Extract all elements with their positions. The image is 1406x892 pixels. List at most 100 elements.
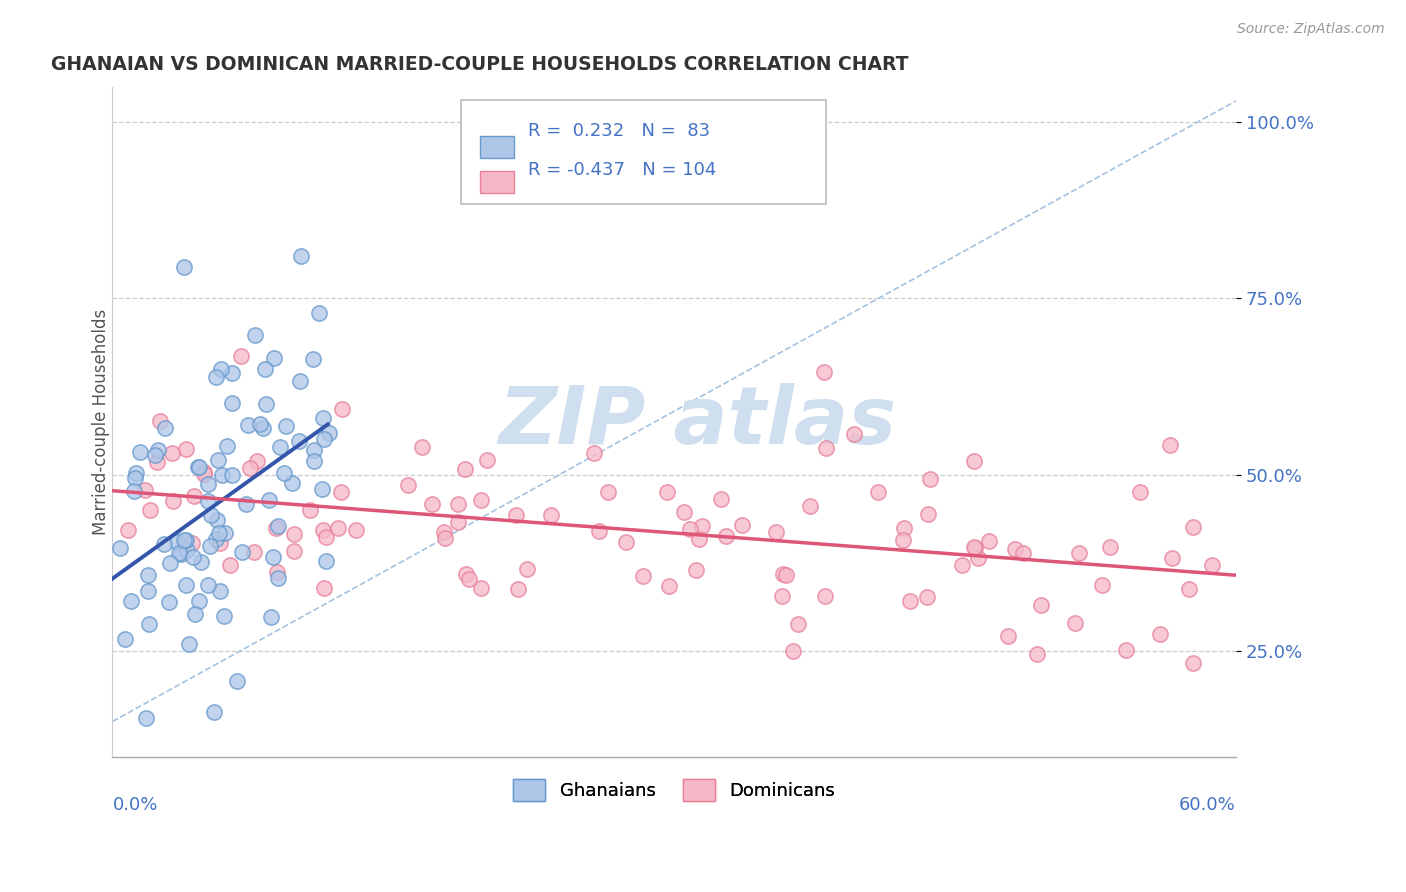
Point — [396, 477, 419, 491]
Point — [633, 569, 655, 583]
Point — [207, 453, 229, 467]
Point — [139, 502, 162, 516]
Text: ZIP atlas: ZIP atlas — [498, 383, 896, 461]
Point — [710, 492, 733, 507]
Point — [596, 484, 619, 499]
Point — [152, 537, 174, 551]
Point — [212, 608, 235, 623]
Y-axis label: Married-couple Households: Married-couple Households — [93, 309, 110, 535]
Point — [138, 616, 160, 631]
Point — [312, 524, 335, 538]
Point — [218, 558, 240, 572]
Point — [145, 455, 167, 469]
Point — [128, 444, 150, 458]
Point — [288, 375, 311, 389]
Point — [120, 594, 142, 608]
Text: 0.0%: 0.0% — [112, 796, 157, 814]
Point — [267, 519, 290, 533]
Point — [1004, 541, 1026, 556]
Point — [302, 454, 325, 468]
Point — [588, 524, 610, 539]
Point — [283, 527, 305, 541]
Point — [813, 366, 835, 380]
Point — [200, 508, 222, 522]
Point — [252, 421, 274, 435]
Point — [117, 523, 139, 537]
Point — [1099, 541, 1122, 555]
Point — [690, 518, 713, 533]
Point — [221, 467, 243, 482]
Point — [170, 547, 193, 561]
Point — [997, 629, 1019, 643]
Point — [963, 454, 986, 468]
Point — [714, 529, 737, 543]
Point — [898, 593, 921, 607]
Point — [332, 402, 354, 417]
Point — [312, 411, 335, 425]
Point — [470, 492, 492, 507]
Text: GHANAIAN VS DOMINICAN MARRIED-COUPLE HOUSEHOLDS CORRELATION CHART: GHANAIAN VS DOMINICAN MARRIED-COUPLE HOU… — [51, 55, 908, 74]
Point — [330, 485, 353, 500]
Point — [283, 543, 305, 558]
Point — [148, 443, 170, 458]
Point — [187, 460, 209, 475]
Point — [432, 524, 454, 539]
Point — [198, 539, 221, 553]
Point — [866, 485, 889, 500]
Point — [614, 535, 637, 549]
Point — [235, 497, 257, 511]
Point — [134, 483, 156, 497]
Point — [915, 590, 938, 604]
Point — [814, 589, 837, 603]
Point — [173, 260, 195, 274]
Point — [893, 521, 915, 535]
Point — [205, 513, 228, 527]
Point — [280, 475, 302, 490]
Point — [176, 542, 198, 557]
Point — [454, 462, 477, 476]
Point — [967, 551, 990, 566]
Point — [184, 607, 207, 621]
Point — [765, 524, 787, 539]
Point — [962, 540, 984, 554]
Point — [269, 441, 291, 455]
Point — [842, 427, 865, 442]
Point — [1129, 484, 1152, 499]
Point — [1064, 615, 1087, 630]
Point — [214, 525, 236, 540]
Point — [302, 352, 325, 367]
Point — [149, 413, 172, 427]
Point — [226, 673, 249, 688]
Point — [782, 643, 804, 657]
Point — [263, 351, 285, 366]
Point — [815, 441, 838, 455]
Point — [920, 472, 942, 486]
Point — [197, 578, 219, 592]
Point — [179, 637, 201, 651]
Point — [197, 477, 219, 491]
Point — [167, 546, 190, 560]
Point — [950, 558, 973, 572]
Point — [208, 583, 231, 598]
Point — [344, 523, 367, 537]
Point — [202, 706, 225, 720]
Point — [166, 534, 188, 549]
Point — [685, 563, 707, 577]
Point — [181, 549, 204, 564]
Point — [891, 533, 914, 548]
Point — [157, 595, 180, 609]
Point — [135, 711, 157, 725]
Point — [246, 454, 269, 468]
Point — [308, 306, 330, 320]
Point — [288, 434, 311, 448]
Point — [155, 421, 177, 435]
Point — [263, 549, 285, 564]
Point — [311, 482, 333, 496]
Text: R = -0.437   N = 104: R = -0.437 N = 104 — [529, 161, 717, 178]
Point — [1177, 582, 1199, 597]
Point — [315, 554, 337, 568]
Point — [1161, 551, 1184, 566]
Text: Source: ZipAtlas.com: Source: ZipAtlas.com — [1237, 22, 1385, 37]
Point — [679, 523, 702, 537]
Point — [1067, 545, 1090, 559]
